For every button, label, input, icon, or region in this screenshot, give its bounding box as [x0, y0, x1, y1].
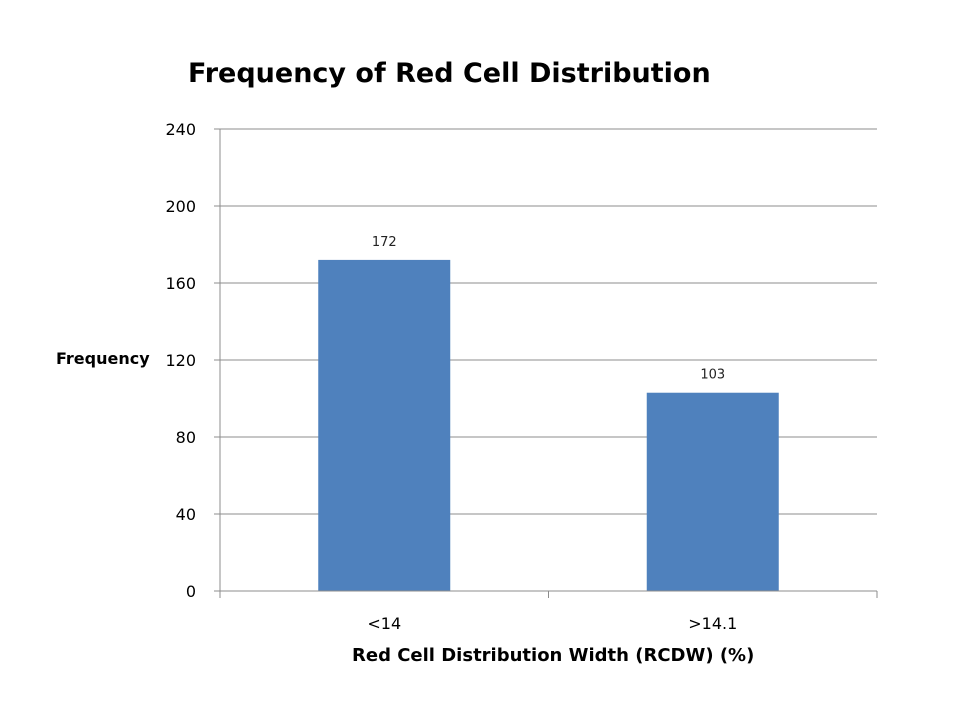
y-tick-label: 160 [165, 274, 196, 293]
labels: 0 40 80 120 160 200 240 172 <14 103 >14.1 [165, 120, 737, 633]
y-tick-label: 0 [186, 582, 196, 601]
y-tick-label: 40 [176, 505, 196, 524]
chart-title: Frequency of Red Cell Distribution [188, 58, 711, 89]
x-axis-label: Red Cell Distribution Width (RCDW) (%) [352, 645, 755, 666]
bar [646, 392, 779, 591]
y-tick-label: 120 [165, 351, 196, 370]
x-tick-label: >14.1 [688, 614, 737, 633]
bar [318, 259, 451, 591]
y-tick-label: 80 [176, 428, 196, 447]
axes [214, 128, 878, 598]
data-label: 103 [700, 368, 725, 383]
y-tick-label: 200 [165, 197, 196, 216]
bars [318, 259, 779, 591]
data-label: 172 [372, 235, 397, 250]
x-tick-label: <14 [367, 614, 401, 633]
y-tick-label: 240 [165, 120, 196, 139]
y-axis-label: Frequency [56, 349, 150, 368]
